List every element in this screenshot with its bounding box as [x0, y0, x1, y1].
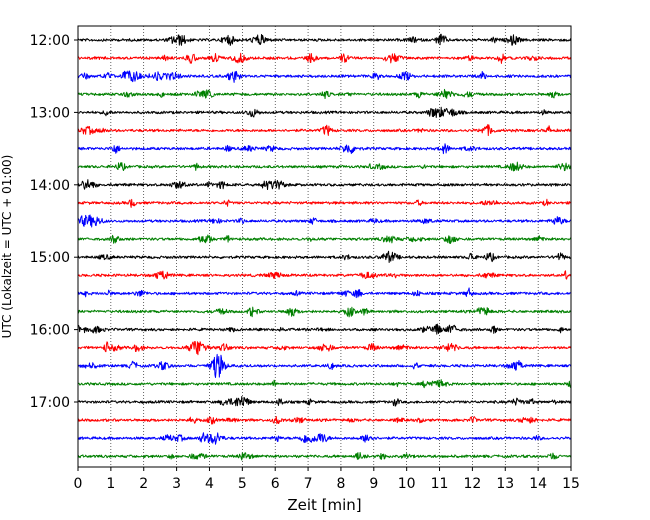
trace-1600 [77, 323, 572, 335]
y-tick-label: 17:00 [30, 395, 70, 411]
x-tick-label: 5 [238, 476, 247, 492]
trace-1400 [77, 179, 572, 191]
x-tick-label: 3 [172, 476, 181, 492]
trace-1515 [77, 270, 572, 280]
trace-1200 [77, 33, 572, 46]
trace-1615 [77, 341, 572, 356]
x-tick-label: 7 [304, 476, 313, 492]
x-tick-label: 13 [496, 476, 514, 492]
trace-1430 [77, 214, 572, 228]
x-tick-label: 15 [562, 476, 580, 492]
plot-frame [77, 25, 572, 468]
x-tick-label: 9 [369, 476, 378, 492]
trace-1415 [77, 198, 572, 208]
x-tick-label: 1 [106, 476, 115, 492]
trace-1530 [77, 287, 572, 299]
x-tick-label: 8 [336, 476, 345, 492]
y-tick-label: 12:00 [30, 33, 70, 49]
x-tick-label: 12 [463, 476, 481, 492]
trace-1330 [77, 143, 572, 155]
x-tick-label: 2 [139, 476, 148, 492]
trace-1230 [77, 70, 572, 83]
trace-1245 [77, 88, 572, 100]
trace-1730 [77, 432, 572, 445]
trace-1315 [77, 124, 572, 137]
x-tick-label: 6 [271, 476, 280, 492]
x-tick-label: 10 [398, 476, 416, 492]
trace-rows [77, 33, 572, 461]
trace-1500 [77, 250, 572, 263]
trace-1345 [77, 161, 572, 172]
y-tick-label: 15:00 [30, 250, 70, 266]
y-axis-ticks: 12:00 13:00 14:00 15:00 16:00 17:00 [30, 33, 78, 411]
y-tick-label: 13:00 [30, 105, 70, 121]
y-axis-label: UTC (Lokalzeit = UTC + 01:00) [0, 155, 14, 339]
trace-1645 [77, 379, 572, 389]
trace-1630 [77, 353, 572, 379]
x-tick-label: 14 [529, 476, 547, 492]
trace-1715 [77, 416, 572, 425]
x-axis-label: Zeit [min] [287, 496, 361, 514]
trace-1545 [77, 306, 572, 318]
x-tick-label: 4 [205, 476, 214, 492]
trace-1700 [77, 395, 572, 407]
x-tick-label: 11 [431, 476, 449, 492]
x-axis-ticks: 0 1 2 3 4 5 6 7 8 9 10 11 12 13 14 15 [74, 467, 580, 492]
x-tick-label: 0 [74, 476, 83, 492]
trace-1300 [77, 106, 572, 118]
y-tick-label: 14:00 [30, 178, 70, 194]
trace-1215 [77, 52, 572, 64]
trace-1745 [77, 452, 572, 461]
y-tick-label: 16:00 [30, 323, 70, 339]
trace-1445 [77, 234, 572, 244]
